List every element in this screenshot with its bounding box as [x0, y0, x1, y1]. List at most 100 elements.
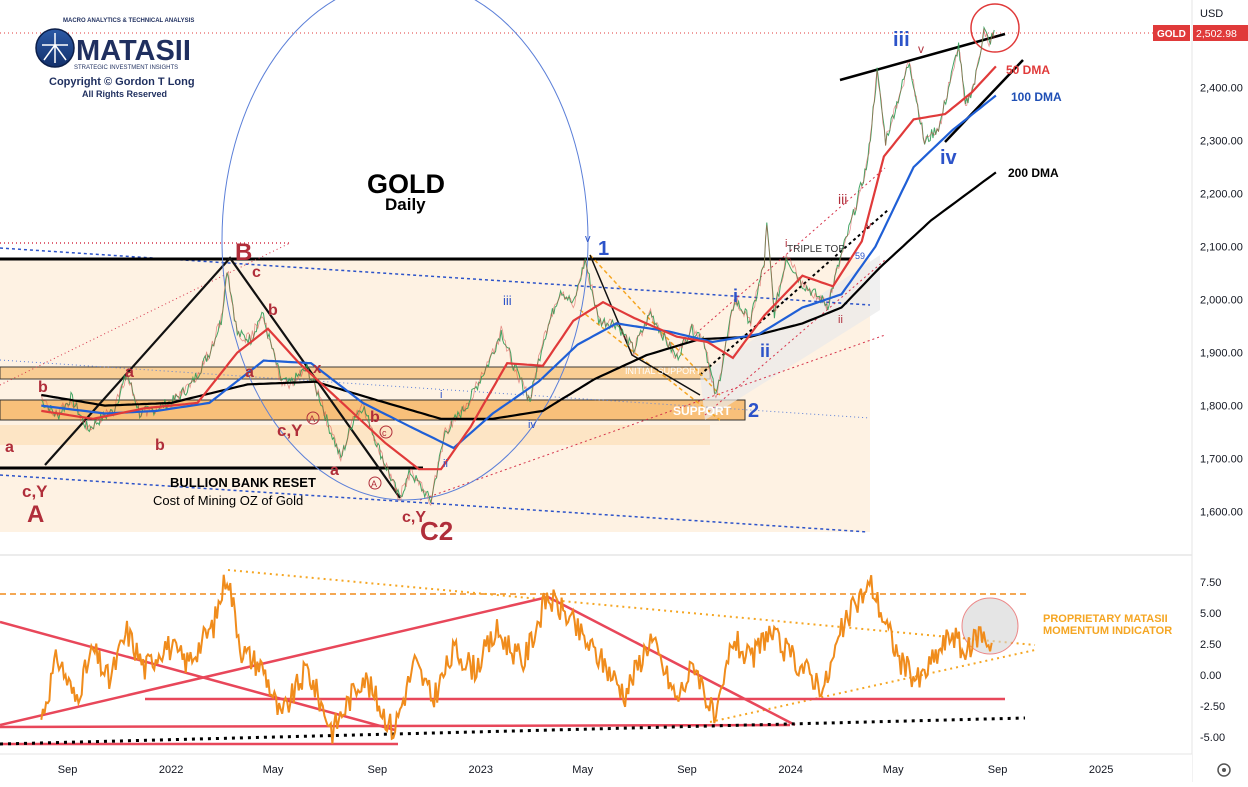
momentum-title-part-1: PROPRIETARY MATASII: [1043, 613, 1168, 625]
last-price-label: 2,502.98: [1196, 28, 1237, 40]
upper-red-channel: [699, 167, 886, 331]
wave-v-small: v: [918, 42, 924, 56]
wave-iv-big: iv: [940, 147, 958, 169]
wave-2-zigzag: [589, 254, 701, 396]
fib-label: 59: [855, 251, 865, 261]
price-tick: 2,000.00: [1200, 295, 1243, 307]
wave-c-small: c: [252, 264, 261, 281]
time-axis-bg: [0, 754, 1192, 782]
chart-title: GOLD: [367, 169, 445, 199]
gold-price-noise: [40, 28, 995, 507]
time-tick: May: [883, 764, 904, 776]
circled-c-ring: [379, 425, 393, 439]
wave-cy-1: c,Y: [22, 482, 48, 501]
wave-iii-red: iii: [838, 191, 847, 207]
time-tick: Sep: [988, 764, 1008, 776]
wave-i-red: i: [785, 238, 787, 250]
wave-b-4: b: [370, 409, 380, 426]
mom-red-line-1: [0, 620, 396, 732]
wave-A: A: [27, 501, 44, 528]
momentum-title-part-2: MOMENTUM INDICATOR: [1043, 625, 1172, 637]
wave-1: 1: [598, 238, 609, 260]
triple-top-label: TRIPLE TOP: [787, 244, 845, 255]
wave-i-blue: i: [440, 389, 442, 401]
mom-red-line-2: [0, 595, 549, 727]
wave-v-red: v: [866, 220, 872, 232]
cost-mining-label: Cost of Mining OZ of Gold: [153, 493, 303, 508]
c2-trend-dotted: [419, 334, 886, 501]
symbol-label: GOLD: [1157, 29, 1186, 40]
price-tick: 1,600.00: [1200, 507, 1243, 519]
wave-annotations: a b c,Y A a b B c b a x c,Y a b c A A c,…: [5, 29, 1062, 546]
momentum-title-line1: PROPRIETARY MATASII: [1043, 613, 1168, 625]
lower-channel-line: [0, 474, 869, 533]
lower-wedge-line: [944, 59, 1024, 143]
circled-A-ring: [368, 476, 382, 490]
logo-tagline: MACRO ANALYTICS & TECHNICAL ANALYSIS: [63, 18, 194, 24]
wave-x: x: [313, 360, 322, 377]
dma200-label: 200 DMA: [1008, 166, 1059, 180]
time-tick: Sep: [368, 764, 388, 776]
dma50-line: [41, 65, 997, 471]
initial-support-label: INITIAL SUPPORT: [625, 366, 702, 376]
momentum-tick-labels: 7.50 5.00 2.50 0.00 -2.50 -5.00: [1200, 577, 1225, 744]
logo-subtitle: STRATEGIC INVESTMENT INSIGHTS: [74, 65, 178, 71]
dma100-line: [41, 94, 997, 450]
mom-red-line-3: [547, 595, 796, 727]
time-tick: Sep: [58, 764, 78, 776]
bullion-reset-label: BULLION BANK RESET: [170, 475, 316, 490]
time-tick: 2023: [469, 764, 493, 776]
logo-name: MATASII: [76, 35, 191, 67]
wave-cy-3: c,Y: [402, 509, 426, 526]
copyright-label: Copyright © Gordon T Long: [49, 76, 195, 88]
price-axis[interactable]: USD 2,400.00 2,300.00 2,200.00 2,100.00 2,00…: [1153, 0, 1248, 782]
wave-2: 2: [748, 400, 759, 422]
trend-lines: [0, 0, 1192, 533]
support-label: SUPPORT: [673, 404, 732, 418]
orange-channel-top: [589, 254, 721, 396]
price-tick: 1,800.00: [1200, 401, 1243, 413]
momentum-tick: 5.00: [1200, 608, 1221, 620]
orange-channel-bottom: [579, 309, 721, 421]
wave-iii-big: iii: [893, 29, 910, 51]
wave-B: B: [235, 239, 252, 266]
big-cycle-ellipse: [221, 0, 589, 501]
last-price-tag: [1193, 25, 1248, 41]
wave-b-3: b: [268, 302, 278, 319]
chart-subtitle: Daily: [385, 195, 426, 214]
wave-b-2: b: [155, 437, 165, 454]
initial-support-band: [0, 366, 711, 380]
wave-iii-blue: iii: [503, 293, 512, 308]
price-tick: 2,200.00: [1200, 189, 1243, 201]
time-tick: Sep: [677, 764, 697, 776]
time-tick: May: [263, 764, 284, 776]
time-tick: May: [572, 764, 593, 776]
price-tick: 2,300.00: [1200, 136, 1243, 148]
wave-i-big: i: [733, 286, 738, 306]
settings-gear-icon[interactable]: [1217, 763, 1231, 777]
wave-a-4: a: [330, 462, 339, 479]
matasii-logo: MACRO ANALYTICS & TECHNICAL ANALYSIS MAT…: [35, 18, 195, 99]
price-axis-bg: [1192, 0, 1248, 782]
price-series: [40, 25, 997, 507]
momentum-tick: 2.50: [1200, 639, 1221, 651]
wave-ii-big: ii: [760, 341, 770, 361]
price-tick: 2,100.00: [1200, 242, 1243, 254]
wave-a-3: a: [245, 364, 254, 381]
wave-a-2: a: [125, 364, 134, 381]
circled-a-ring: [306, 411, 320, 425]
momentum-tick: -5.00: [1200, 732, 1225, 744]
rights-label: All Rights Reserved: [82, 89, 167, 99]
symbol-tag: [1153, 25, 1190, 41]
price-tick-labels: 2,400.00 2,300.00 2,200.00 2,100.00 2,000.00…: [1200, 83, 1243, 519]
gold-price-line: [41, 25, 995, 504]
price-tick: 2,400.00: [1200, 83, 1243, 95]
time-axis[interactable]: Sep 2022 May Sep 2023 May Sep 2024 May Sep 2025: [0, 753, 1231, 782]
wave-ii-blue: ii: [443, 458, 448, 470]
currency-label[interactable]: USD: [1200, 8, 1223, 20]
wave-cy-2: c,Y: [277, 421, 303, 440]
wave-v-blue: v: [585, 233, 591, 245]
momentum-tick: -2.50: [1200, 701, 1225, 713]
momentum-tick: 0.00: [1200, 670, 1221, 682]
